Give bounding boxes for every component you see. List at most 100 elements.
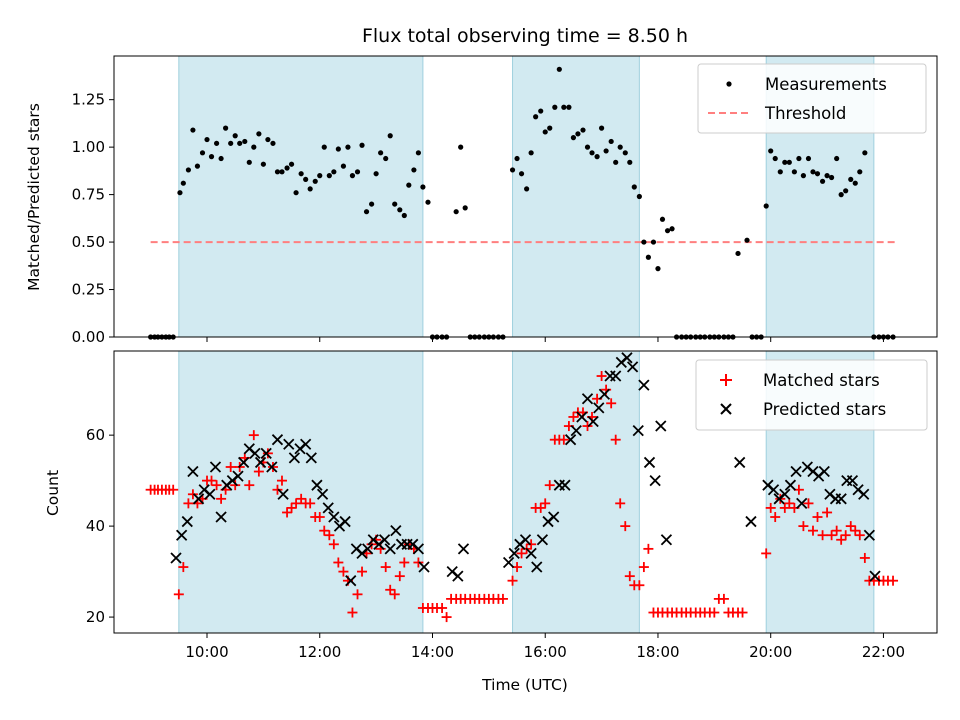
measurement-point bbox=[194, 163, 201, 169]
measurement-point bbox=[580, 127, 586, 133]
matched-star-point bbox=[225, 461, 236, 472]
bottom-xtick-label: 18:00 bbox=[636, 643, 679, 661]
matched-star-point bbox=[338, 566, 349, 577]
measurement-point bbox=[800, 173, 807, 179]
predicted-stars-series bbox=[170, 352, 881, 587]
measurement-point bbox=[199, 150, 206, 156]
matched-star-point bbox=[526, 539, 537, 550]
bottom-ytick-label: 60 bbox=[86, 426, 105, 444]
matched-star-point bbox=[380, 562, 391, 573]
legend-measurements-label: Measurements bbox=[765, 75, 887, 94]
predicted-star-point bbox=[559, 479, 571, 491]
measurement-point bbox=[538, 108, 544, 114]
measurement-point bbox=[556, 66, 562, 72]
matched-star-point bbox=[888, 575, 899, 586]
matched-star-point bbox=[296, 493, 307, 504]
measurement-point bbox=[664, 228, 671, 234]
measurement-point bbox=[256, 131, 262, 137]
measurement-point bbox=[777, 169, 783, 175]
measurement-point bbox=[524, 186, 530, 192]
bottom-xtick-label: 22:00 bbox=[862, 643, 905, 661]
top-y-axis-label: Matched/Predicted stars bbox=[25, 103, 43, 291]
legend-measurements-marker bbox=[726, 81, 732, 87]
measurement-point bbox=[228, 140, 234, 146]
measurement-point bbox=[857, 169, 863, 175]
measurement-point bbox=[862, 150, 868, 156]
measurement-point bbox=[805, 155, 812, 162]
measurement-point bbox=[669, 226, 675, 232]
matched-star-point bbox=[812, 512, 823, 523]
measurement-point bbox=[617, 144, 623, 150]
predicted-star-point bbox=[581, 393, 594, 405]
matched-star-point bbox=[357, 566, 368, 577]
matched-stars-series bbox=[145, 371, 899, 623]
predicted-star-point bbox=[249, 447, 261, 459]
matched-star-point bbox=[615, 498, 626, 509]
predicted-star-point bbox=[576, 411, 588, 423]
top-x-axis-ticks bbox=[206, 337, 884, 342]
matched-star-point bbox=[558, 434, 569, 445]
measurement-point bbox=[246, 159, 252, 165]
predicted-star-point bbox=[796, 497, 808, 510]
measurement-point bbox=[828, 174, 835, 181]
predicted-star-point bbox=[390, 525, 402, 537]
legend-matched-label: Matched stars bbox=[763, 371, 880, 390]
predicted-star-point bbox=[655, 420, 667, 432]
predicted-star-point bbox=[232, 470, 244, 482]
predicted-star-point bbox=[519, 534, 532, 546]
measurement-point bbox=[279, 169, 285, 175]
measurement-point bbox=[636, 193, 642, 200]
bottom-x-axis-ticks: 10:00 12:00 14:00 16:00 18:00 20:00 22:00 bbox=[185, 633, 905, 661]
measurement-point bbox=[786, 159, 792, 165]
measurement-point bbox=[312, 178, 318, 184]
measurement-point bbox=[852, 180, 858, 186]
matched-star-point bbox=[826, 530, 837, 541]
matched-star-point bbox=[394, 571, 405, 582]
measurement-point bbox=[387, 133, 393, 139]
predicted-star-point bbox=[339, 515, 351, 528]
matched-star-point bbox=[596, 371, 607, 382]
predicted-star-point bbox=[322, 502, 334, 514]
predicted-star-point bbox=[238, 456, 250, 469]
legend-predicted-marker bbox=[720, 403, 732, 415]
matched-star-point bbox=[761, 548, 772, 559]
predicted-star-point bbox=[457, 543, 470, 555]
predicted-star-point bbox=[649, 474, 661, 487]
predicted-star-point bbox=[362, 543, 374, 555]
predicted-star-point bbox=[418, 561, 430, 573]
matched-star-point bbox=[497, 593, 508, 604]
predicted-star-point bbox=[643, 456, 656, 469]
matched-star-point bbox=[168, 484, 179, 495]
bottom-legend: Matched stars Predicted stars bbox=[695, 359, 928, 431]
measurement-point bbox=[213, 140, 220, 146]
predicted-star-point bbox=[311, 479, 323, 491]
matched-star-point bbox=[291, 498, 302, 509]
predicted-star-point bbox=[378, 534, 391, 546]
predicted-star-point bbox=[610, 370, 622, 382]
measurement-point bbox=[260, 161, 266, 167]
predicted-star-point bbox=[300, 438, 312, 450]
matched-star-point bbox=[216, 493, 227, 504]
bottom-xtick-label: 16:00 bbox=[524, 643, 567, 661]
measurement-point bbox=[307, 186, 313, 192]
top-ytick-label: 0.00 bbox=[72, 328, 105, 346]
top-ytick-label: 1.00 bbox=[72, 138, 105, 156]
matched-star-point bbox=[822, 507, 833, 518]
measurement-point bbox=[514, 155, 520, 162]
measurement-point bbox=[232, 133, 238, 139]
matched-star-point bbox=[840, 530, 851, 541]
top-ytick-label: 1.25 bbox=[72, 91, 105, 109]
predicted-star-point bbox=[192, 493, 205, 505]
measurement-point bbox=[354, 169, 361, 175]
measurement-point bbox=[641, 239, 647, 245]
matched-star-point bbox=[807, 525, 818, 536]
measurement-point bbox=[598, 125, 605, 131]
matched-star-point bbox=[178, 562, 189, 573]
measurement-point bbox=[533, 114, 539, 120]
predicted-star-point bbox=[181, 515, 193, 528]
measurement-point bbox=[363, 209, 370, 215]
matched-star-point bbox=[516, 548, 527, 559]
matched-star-point bbox=[286, 502, 297, 513]
measurement-point bbox=[411, 167, 417, 173]
matched-star-point bbox=[709, 607, 720, 618]
